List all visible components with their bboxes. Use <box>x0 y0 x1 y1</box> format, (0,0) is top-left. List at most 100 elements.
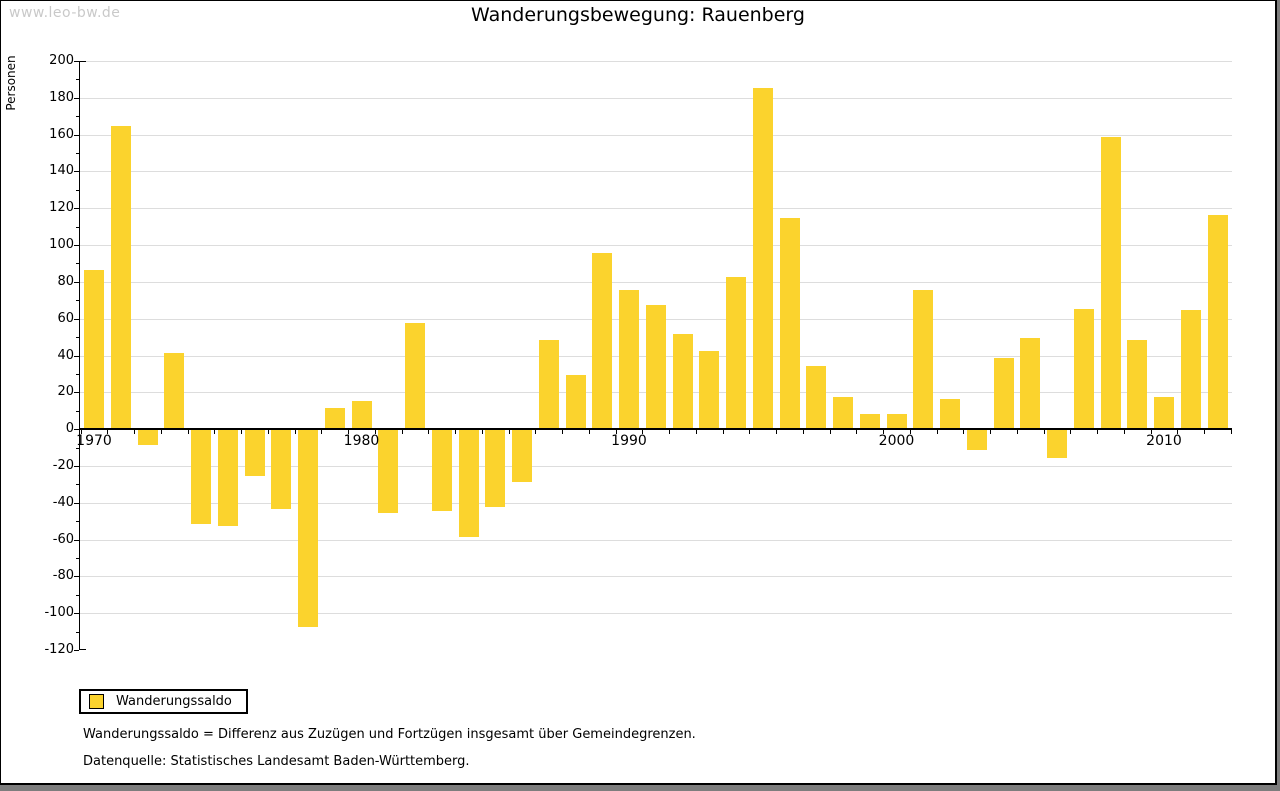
x-tick <box>802 430 804 435</box>
y-tick <box>74 355 79 357</box>
x-tick <box>1070 430 1072 435</box>
x-tick-label: 1990 <box>611 433 647 450</box>
y-tick <box>74 576 79 578</box>
bar-2001 <box>913 290 934 431</box>
y-tick-label: 20 <box>57 384 74 400</box>
gridline <box>80 208 1232 210</box>
y-tick-minor <box>76 300 79 302</box>
x-tick <box>562 430 563 435</box>
y-tick-label: 0 <box>65 421 74 437</box>
bar-1999 <box>859 413 880 431</box>
bar-1994 <box>726 277 746 431</box>
gridline <box>80 61 1232 62</box>
gridline <box>80 171 1232 173</box>
bar-1992 <box>672 334 693 431</box>
x-tick <box>374 430 376 435</box>
gridline <box>80 245 1232 247</box>
gridline <box>80 281 1232 283</box>
bar-1990 <box>619 290 639 431</box>
bar-1982 <box>405 323 425 431</box>
x-tick <box>588 430 590 435</box>
y-tick-label: -80 <box>52 568 74 584</box>
x-tick <box>401 430 403 435</box>
bar-1993 <box>699 350 720 431</box>
bar-2005 <box>1020 338 1041 431</box>
bar-1977 <box>271 430 292 510</box>
x-tick <box>294 430 296 435</box>
gridline <box>80 97 1232 99</box>
x-tick <box>508 430 510 435</box>
x-tick <box>481 430 483 435</box>
bar-2007 <box>1073 308 1094 431</box>
y-axis <box>79 61 80 650</box>
y-tick-minor <box>76 557 79 559</box>
bar-1986 <box>512 430 532 482</box>
bar-1983 <box>431 430 452 512</box>
y-tick-label: 80 <box>57 273 74 289</box>
x-tick-label: 1980 <box>343 433 380 450</box>
x-tick <box>1016 430 1018 435</box>
x-tick <box>348 430 349 435</box>
y-tick-label: 180 <box>49 89 74 105</box>
bar-1978 <box>298 430 318 628</box>
bar-1976 <box>244 430 265 477</box>
y-tick-label: -120 <box>44 642 74 657</box>
x-tick <box>936 430 938 435</box>
y-tick-label: 120 <box>49 200 74 216</box>
gridline <box>80 613 1232 615</box>
y-axis-top-cap <box>79 61 86 62</box>
y-tick-label: -60 <box>52 531 74 547</box>
watermark: www.leo-bw.de <box>9 5 121 21</box>
y-tick <box>74 318 79 320</box>
y-tick-minor <box>76 337 79 339</box>
bar-1981 <box>378 430 399 513</box>
x-tick <box>107 430 109 435</box>
x-tick-label: 2010 <box>1146 433 1182 450</box>
x-tick <box>1043 430 1045 435</box>
y-tick-minor <box>76 447 79 449</box>
x-tick <box>829 430 831 435</box>
gridline <box>80 134 1232 136</box>
x-tick <box>749 430 751 435</box>
bar-1987 <box>538 339 559 431</box>
y-tick-minor <box>76 521 79 523</box>
x-tick <box>455 430 456 435</box>
y-tick <box>74 539 79 541</box>
bar-1998 <box>833 396 853 431</box>
x-tick <box>695 430 697 435</box>
y-tick-label: 60 <box>57 310 74 326</box>
gridline <box>80 465 1232 467</box>
x-tick <box>160 430 162 435</box>
x-tick <box>722 430 724 435</box>
y-tick <box>74 245 79 247</box>
bar-1985 <box>485 430 506 508</box>
y-axis-label: Personen <box>4 55 18 111</box>
plot-area: 200 180 160 140 120 100 80 60 40 20 0 -20 -40 -60 -80-… <box>44 54 1232 657</box>
legend: Wanderungssaldo <box>79 689 248 714</box>
y-tick-label: 40 <box>57 347 74 363</box>
bar-1996 <box>779 218 800 431</box>
bar-2006 <box>1047 430 1067 458</box>
y-tick <box>74 429 79 431</box>
gridline <box>80 539 1232 541</box>
x-tick <box>428 430 430 435</box>
x-tick <box>669 430 670 435</box>
bar-1972 <box>137 430 158 445</box>
x-tick-label: 1970 <box>76 433 112 450</box>
footnote-definition: Wanderungssaldo = Differenz aus Zuzügen … <box>83 727 696 742</box>
legend-label: Wanderungssaldo <box>116 694 232 709</box>
x-tick <box>187 430 189 435</box>
x-tick <box>642 430 644 435</box>
x-tick <box>1177 430 1179 435</box>
gridline <box>80 576 1232 578</box>
bar-1984 <box>458 430 479 537</box>
bar-2010 <box>1154 396 1174 431</box>
footnote-source: Datenquelle: Statistisches Landesamt Bad… <box>83 754 470 769</box>
bar-2011 <box>1180 310 1201 431</box>
bar-1973 <box>164 352 185 431</box>
x-axis <box>80 428 1232 431</box>
x-tick <box>883 430 884 435</box>
y-tick <box>74 281 79 283</box>
y-axis-bottom-cap <box>79 649 86 650</box>
